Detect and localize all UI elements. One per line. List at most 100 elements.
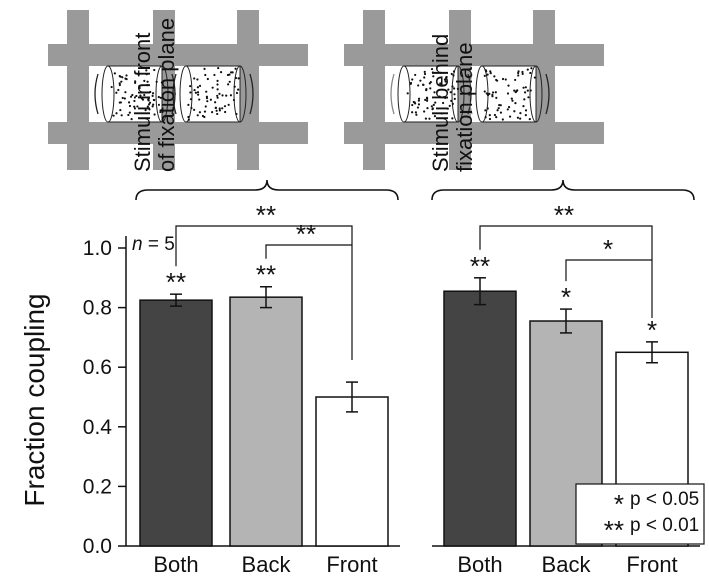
stimulus-dot bbox=[497, 107, 500, 110]
stimulus-dot bbox=[514, 102, 517, 105]
legend-box bbox=[575, 483, 705, 545]
stimulus-dot bbox=[440, 112, 443, 115]
stimulus-cylinder bbox=[481, 65, 537, 123]
grid-bar-vertical bbox=[237, 10, 259, 170]
stimulus-dot bbox=[203, 67, 206, 70]
cylinder-edge bbox=[451, 65, 465, 123]
stimulus-dot bbox=[152, 98, 155, 102]
stimulus-dot bbox=[428, 117, 431, 120]
stimulus-dot bbox=[153, 68, 156, 72]
stimulus-dot bbox=[121, 76, 124, 79]
stimulus-dot bbox=[201, 114, 205, 118]
bar-both bbox=[443, 290, 517, 547]
y-tick-label: 0.6 bbox=[83, 356, 112, 379]
stimulus-dot bbox=[115, 112, 118, 115]
stimulus-dot bbox=[493, 75, 496, 78]
grid-bar-vertical bbox=[153, 10, 175, 170]
stimulus-dot bbox=[485, 92, 488, 95]
stimulus-dot bbox=[143, 79, 146, 82]
cylinder-edge bbox=[179, 65, 193, 123]
significance-star: * bbox=[647, 315, 657, 345]
stimulus-dot bbox=[483, 90, 486, 93]
grid-bar-vertical bbox=[363, 10, 385, 170]
stimulus-dot bbox=[223, 105, 227, 108]
stimulus-dot bbox=[130, 117, 133, 121]
stimulus-dot bbox=[198, 84, 202, 87]
y-tick-label: 0.2 bbox=[83, 475, 112, 498]
stimulus-dot bbox=[127, 113, 130, 117]
stimulus-dot bbox=[123, 97, 126, 100]
stimulus-dot bbox=[112, 114, 115, 117]
stimulus-dot bbox=[414, 102, 417, 105]
stimulus-dot bbox=[430, 105, 433, 108]
stimulus-dot bbox=[508, 115, 512, 118]
stimulus-dot bbox=[229, 94, 233, 97]
group-label-line: of fixation plane bbox=[154, 18, 179, 172]
stimulus-dot bbox=[484, 109, 487, 112]
stimulus-dot bbox=[160, 81, 163, 84]
stimulus-dot bbox=[419, 79, 422, 82]
stimulus-dot bbox=[235, 91, 239, 95]
stimulus-dot bbox=[131, 93, 134, 97]
stimulus-dot bbox=[526, 68, 529, 71]
stimulus-dot bbox=[442, 96, 445, 99]
stimulus-dot bbox=[134, 81, 137, 84]
stimulus-dot bbox=[145, 69, 148, 72]
stimulus-dot bbox=[147, 99, 150, 102]
stimulus-dot bbox=[203, 110, 207, 113]
y-tick-label: 0.4 bbox=[83, 416, 113, 439]
stimulus-dot bbox=[218, 109, 221, 112]
stimulus-dot bbox=[189, 98, 193, 101]
stimulus-dot bbox=[425, 96, 429, 99]
significance-star: ** bbox=[470, 251, 490, 281]
stimulus-dot bbox=[411, 111, 414, 114]
stimulus-dot bbox=[121, 96, 124, 100]
stimulus-dot bbox=[417, 99, 420, 102]
stimulus-dot bbox=[491, 91, 495, 94]
stimulus-dot bbox=[204, 105, 207, 108]
stimulus-dot bbox=[423, 110, 426, 113]
stimulus-dot bbox=[159, 96, 162, 99]
stimulus-dot bbox=[516, 116, 520, 119]
group-braces bbox=[135, 179, 695, 201]
stimulus-dot bbox=[219, 71, 223, 74]
stimulus-dot bbox=[451, 85, 454, 88]
stimulus-dot bbox=[221, 94, 224, 97]
stimulus-dot bbox=[491, 95, 494, 98]
stimulus-dot bbox=[411, 78, 414, 81]
stimulus-dot bbox=[499, 104, 502, 107]
stimulus-dot bbox=[495, 116, 498, 119]
group-label-line: fixation plane bbox=[452, 42, 477, 172]
stimulus-dot bbox=[504, 78, 507, 81]
stimulus-dot bbox=[443, 78, 447, 81]
stimulus-dot bbox=[424, 98, 427, 101]
stimulus-dot bbox=[423, 70, 426, 73]
cylinder-edge bbox=[397, 65, 411, 123]
stimulus-dot bbox=[237, 77, 240, 80]
stimulus-dot bbox=[510, 97, 513, 100]
stimulus-dot bbox=[451, 102, 454, 105]
rotation-arrow bbox=[249, 73, 254, 115]
stimulus-dot bbox=[514, 78, 517, 82]
stimulus-dot bbox=[424, 117, 428, 120]
stimulus-dot bbox=[216, 96, 219, 99]
stimulus-dot bbox=[432, 75, 435, 78]
bracket-star: ** bbox=[296, 219, 316, 249]
stimulus-dot bbox=[127, 101, 131, 104]
stimulus-dot bbox=[218, 92, 221, 95]
fixation-dot bbox=[468, 92, 472, 96]
stimulus-dot bbox=[228, 80, 231, 83]
stimulus-dot bbox=[499, 111, 503, 114]
bracket-back-front bbox=[265, 244, 352, 259]
stimulus-dot bbox=[431, 108, 434, 111]
stimulus-dot bbox=[511, 99, 514, 102]
stimulus-dot bbox=[488, 113, 491, 117]
stimulus-dot bbox=[519, 117, 522, 120]
category-label: Back bbox=[242, 552, 292, 576]
category-label: Back bbox=[542, 552, 592, 576]
stimulus-dot bbox=[426, 99, 429, 102]
stimulus-dot bbox=[450, 99, 453, 103]
stimulus-dot bbox=[423, 76, 426, 79]
stimulus-dot bbox=[137, 73, 140, 76]
stimulus-dot bbox=[140, 97, 143, 100]
